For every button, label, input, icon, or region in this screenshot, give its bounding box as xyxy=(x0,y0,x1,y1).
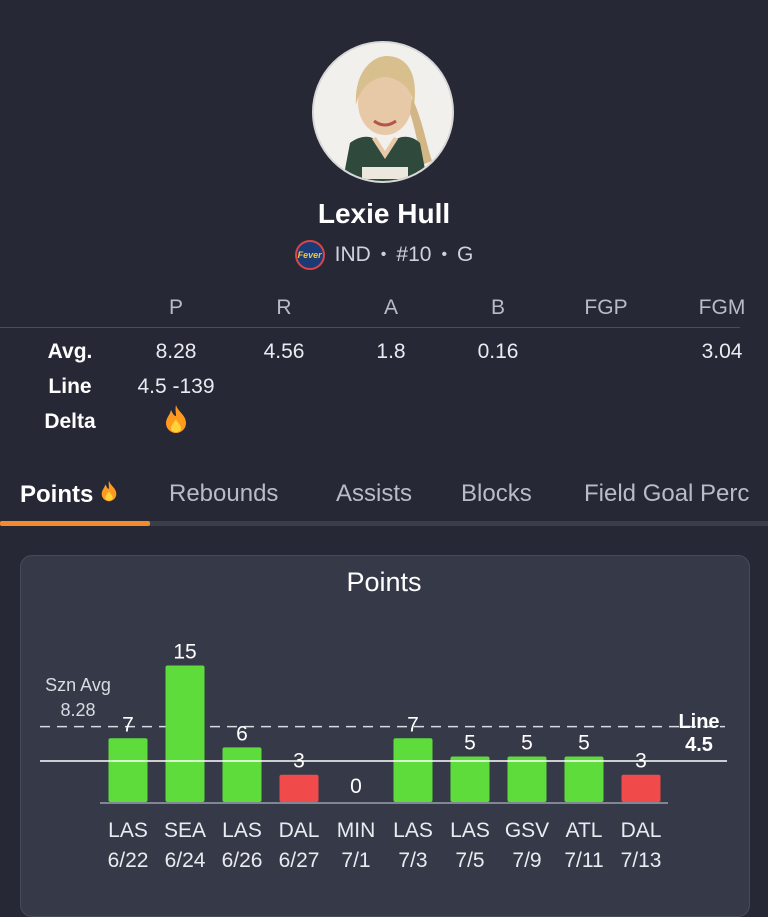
stat-header-a[interactable]: A xyxy=(383,296,399,319)
x-tick-team: GSV xyxy=(505,819,549,842)
x-tick-team: DAL xyxy=(621,819,662,842)
stat-header-p[interactable]: P xyxy=(168,296,184,319)
x-tick-team: LAS xyxy=(108,819,148,842)
x-tick-team: LAS xyxy=(450,819,490,842)
player-photo xyxy=(314,43,452,181)
chart-card xyxy=(20,555,750,917)
bar-8 xyxy=(564,756,604,802)
avg-row-label: Avg. xyxy=(47,340,93,363)
x-tick-date: 6/26 xyxy=(222,849,263,872)
line-p: 4.5 -139 xyxy=(137,375,215,398)
x-tick-team: SEA xyxy=(164,819,206,842)
tab-points[interactable]: Points xyxy=(20,480,118,509)
x-tick-team: DAL xyxy=(279,819,320,842)
season-average-label: Szn Avg xyxy=(45,675,111,695)
x-tick-team: MIN xyxy=(337,819,376,842)
avg-fgm: 3.04 xyxy=(701,340,743,363)
x-tick-date: 6/22 xyxy=(108,849,149,872)
bar-value-label: 5 xyxy=(578,732,590,755)
x-tick-team: LAS xyxy=(222,819,262,842)
stat-header-b[interactable]: B xyxy=(490,296,506,319)
stat-tabs: Points Rebounds Assists Blocks Field Goa… xyxy=(0,480,768,524)
bar-value-label: 6 xyxy=(236,722,248,745)
player-meta: Fever IND • #10 • G xyxy=(0,240,768,270)
tab-blocks[interactable]: Blocks xyxy=(461,480,532,507)
player-position: G xyxy=(457,243,474,266)
tab-track xyxy=(0,521,768,526)
x-tick-date: 6/27 xyxy=(279,849,320,872)
stats-divider xyxy=(0,327,740,328)
x-tick-date: 7/13 xyxy=(621,849,662,872)
active-tab-indicator xyxy=(0,521,150,526)
points-bar-chart: Szn Avg8.287LAS6/2215SEA6/246LAS6/263DAL… xyxy=(40,641,727,872)
team-abbr: IND xyxy=(334,243,371,266)
stat-header-fgm[interactable]: FGM xyxy=(698,296,746,319)
bar-2 xyxy=(222,747,262,802)
bar-7 xyxy=(507,756,547,802)
avg-b: 0.16 xyxy=(477,340,519,363)
bar-value-label: 15 xyxy=(173,641,196,664)
x-tick-date: 7/1 xyxy=(341,849,370,872)
x-tick-date: 7/3 xyxy=(398,849,427,872)
separator-dot: • xyxy=(441,246,448,263)
tab-rebounds[interactable]: Rebounds xyxy=(169,480,279,507)
bar-value-label: 7 xyxy=(407,713,419,736)
tab-assists[interactable]: Assists xyxy=(336,480,413,507)
prop-line-label: Line xyxy=(678,711,719,733)
bar-1 xyxy=(165,665,205,802)
tab-field-goal-percentage[interactable]: Field Goal Perc xyxy=(584,480,750,507)
avg-a: 1.8 xyxy=(376,340,406,363)
x-tick-date: 6/24 xyxy=(165,849,206,872)
separator-dot: • xyxy=(380,246,387,263)
bar-6 xyxy=(450,756,490,802)
bar-value-label: 0 xyxy=(350,775,362,798)
avg-r: 4.56 xyxy=(263,340,305,363)
jersey-number: #10 xyxy=(396,243,432,266)
player-name: Lexie Hull xyxy=(317,198,451,229)
bar-3 xyxy=(279,774,319,802)
bar-value-label: 5 xyxy=(521,732,533,755)
bar-0 xyxy=(108,738,148,802)
stat-header-r[interactable]: R xyxy=(276,296,292,319)
x-tick-date: 7/9 xyxy=(512,849,541,872)
stat-header-fgp[interactable]: FGP xyxy=(584,296,628,319)
player-avatar xyxy=(312,41,454,183)
bar-value-label: 5 xyxy=(464,732,476,755)
line-row-label: Line xyxy=(48,375,92,398)
prop-line-value: 4.5 xyxy=(685,734,713,756)
bar-value-label: 7 xyxy=(122,713,134,736)
x-tick-date: 7/5 xyxy=(455,849,484,872)
stats-header-row: P R A B FGP FGM xyxy=(0,296,768,326)
x-tick-date: 7/11 xyxy=(564,849,603,872)
bar-9 xyxy=(621,774,661,802)
delta-row-label: Delta xyxy=(44,410,96,433)
chart-title: Points xyxy=(346,567,422,597)
bar-5 xyxy=(393,738,433,802)
avg-p: 8.28 xyxy=(155,340,197,363)
x-tick-team: ATL xyxy=(566,819,603,842)
fire-icon xyxy=(101,480,117,502)
season-average-value: 8.28 xyxy=(60,700,95,720)
x-tick-team: LAS xyxy=(393,819,433,842)
fire-icon xyxy=(164,404,188,441)
team-logo: Fever xyxy=(294,240,325,270)
